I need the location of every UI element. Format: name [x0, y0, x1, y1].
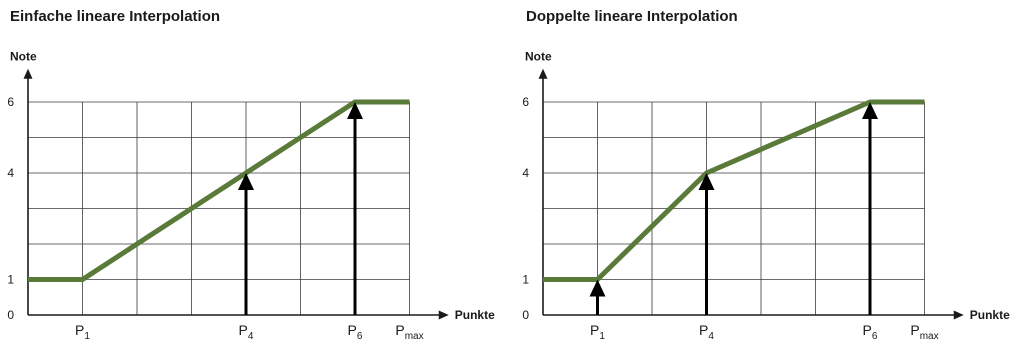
- arrow-head: [589, 279, 606, 297]
- x-tick-label: P4: [699, 322, 714, 342]
- chart-panel-double: Doppelte lineare Interpolation Note Punkt…: [506, 0, 1012, 342]
- x-tick-label-base: P: [348, 322, 357, 338]
- x-tick-label-subscript: 1: [599, 331, 605, 342]
- y-axis-arrowhead: [538, 68, 548, 79]
- x-tick-label-subscript: 6: [872, 331, 878, 342]
- interpolation-line: [28, 99, 410, 282]
- x-axis-label: Punkte: [455, 308, 495, 322]
- arrow-head: [862, 102, 878, 119]
- y-tick-label: 4: [522, 166, 529, 180]
- x-tick-label-subscript: 6: [357, 331, 363, 342]
- y-tick-label: 0: [7, 308, 14, 322]
- y-axis-label: Note: [525, 50, 552, 64]
- y-tick-label: 4: [7, 166, 14, 180]
- x-tick-label-subscript: max: [920, 331, 939, 342]
- x-tick-label-base: P: [910, 322, 919, 338]
- x-tick-label-base: P: [863, 322, 872, 338]
- grid: [542, 101, 925, 316]
- y-axis-label: Note: [10, 50, 37, 64]
- x-tick-label-subscript: max: [405, 331, 424, 342]
- x-tick-label-base: P: [239, 322, 248, 338]
- x-tick-label: P1: [590, 322, 605, 342]
- grid: [27, 101, 410, 316]
- interpolation-line: [543, 99, 925, 282]
- y-tick-label: 6: [522, 95, 529, 109]
- y-tick-label: 0: [522, 308, 529, 322]
- arrow-head: [698, 173, 715, 190]
- x-tick-label-subscript: 4: [708, 331, 714, 342]
- x-tick-label: P4: [239, 322, 254, 342]
- x-tick-label: P6: [863, 322, 878, 342]
- x-tick-label-base: P: [699, 322, 708, 338]
- y-tick-label: 1: [7, 273, 14, 287]
- x-axis-arrowhead: [953, 310, 964, 320]
- y-axis-arrowhead: [23, 68, 33, 79]
- chart-panel-simple: Einfache lineare Interpolation Note Punkt…: [7, 8, 495, 342]
- x-tick-label: Pmax: [910, 322, 938, 342]
- chart-title: Doppelte lineare Interpolation: [526, 8, 738, 25]
- y-tick-label: 1: [522, 273, 529, 287]
- x-tick-label-subscript: 4: [248, 331, 254, 342]
- x-axis-arrowhead: [438, 310, 449, 320]
- x-tick-label-subscript: 1: [84, 331, 90, 342]
- arrow-head: [347, 102, 363, 119]
- y-tick-label: 6: [7, 95, 14, 109]
- x-tick-label-base: P: [395, 322, 404, 338]
- arrow-head: [238, 173, 254, 190]
- x-tick-label-base: P: [590, 322, 599, 338]
- x-tick-label: Pmax: [395, 322, 423, 342]
- x-axis-label: Punkte: [970, 308, 1010, 322]
- x-tick-label: P1: [75, 322, 90, 342]
- chart-title: Einfache lineare Interpolation: [10, 8, 221, 25]
- x-tick-label: P6: [348, 322, 363, 342]
- x-tick-label-base: P: [75, 322, 84, 338]
